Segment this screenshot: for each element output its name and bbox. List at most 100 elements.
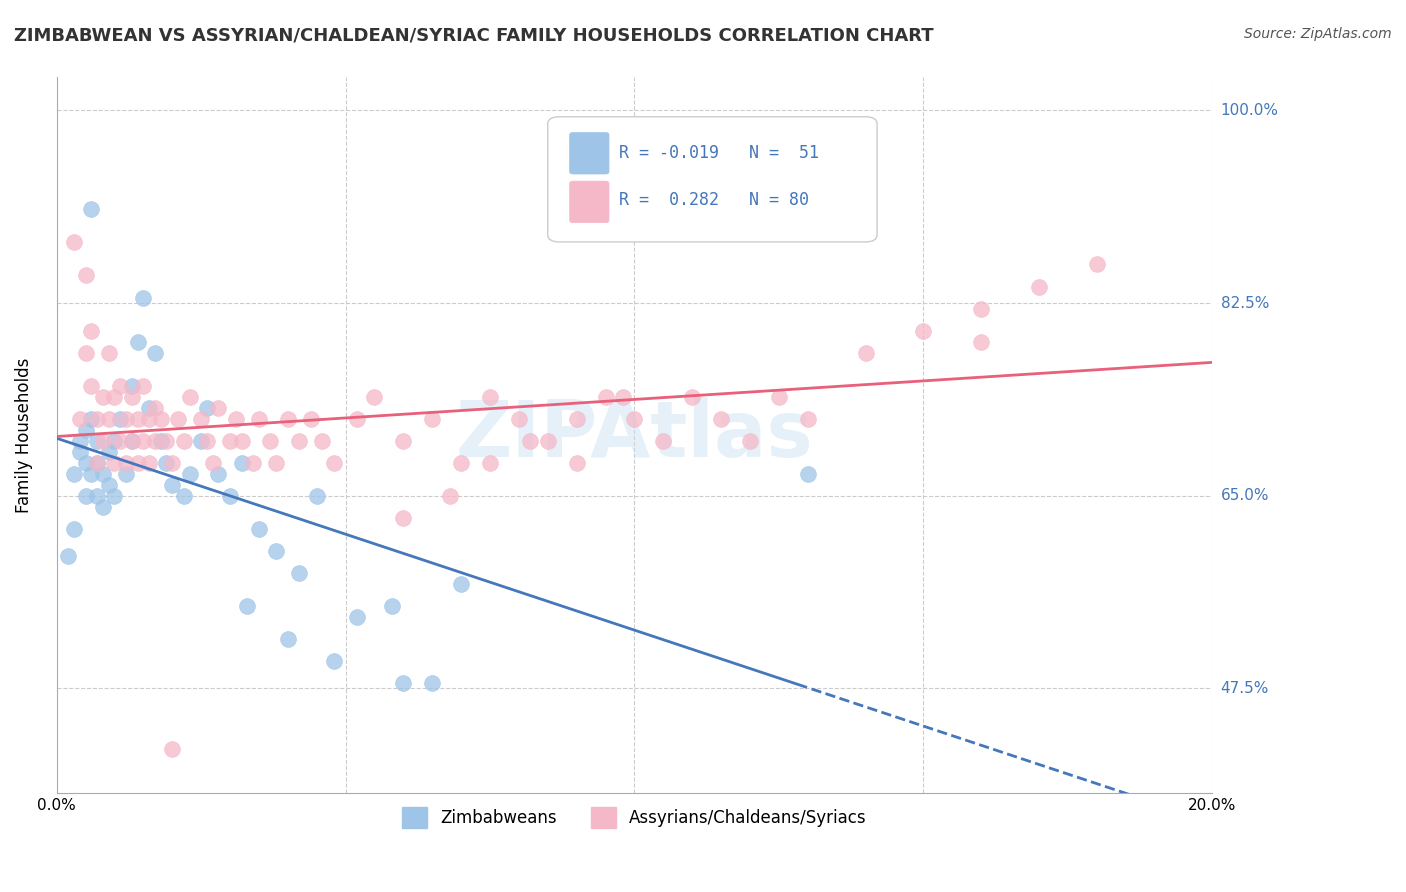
- Point: [247, 411, 270, 425]
- Point: [75, 268, 97, 283]
- Point: [796, 467, 818, 481]
- Point: [450, 456, 472, 470]
- Point: [160, 456, 183, 470]
- Point: [97, 477, 120, 491]
- Point: [323, 654, 346, 668]
- Point: [508, 411, 530, 425]
- Point: [97, 411, 120, 425]
- Point: [56, 549, 79, 563]
- Text: R = -0.019   N =  51: R = -0.019 N = 51: [620, 144, 820, 161]
- Point: [86, 489, 108, 503]
- Point: [69, 411, 91, 425]
- Point: [160, 477, 183, 491]
- Point: [103, 489, 125, 503]
- Text: ZIMBABWEAN VS ASSYRIAN/CHALDEAN/SYRIAC FAMILY HOUSEHOLDS CORRELATION CHART: ZIMBABWEAN VS ASSYRIAN/CHALDEAN/SYRIAC F…: [14, 27, 934, 45]
- Point: [264, 543, 287, 558]
- Point: [91, 467, 114, 481]
- Text: ZIPAtlas: ZIPAtlas: [456, 397, 813, 473]
- Point: [75, 456, 97, 470]
- Point: [478, 390, 501, 404]
- Point: [75, 345, 97, 359]
- Point: [855, 345, 877, 359]
- Point: [108, 378, 131, 392]
- Text: R =  0.282   N = 80: R = 0.282 N = 80: [620, 192, 810, 210]
- Point: [173, 434, 195, 448]
- Point: [738, 434, 761, 448]
- Point: [565, 411, 588, 425]
- Point: [236, 599, 259, 613]
- Point: [299, 411, 322, 425]
- Point: [138, 401, 160, 415]
- Point: [537, 434, 560, 448]
- Point: [565, 456, 588, 470]
- Point: [652, 434, 675, 448]
- Point: [247, 522, 270, 536]
- Point: [305, 489, 328, 503]
- Legend: Zimbabweans, Assyrians/Chaldeans/Syriacs: Zimbabweans, Assyrians/Chaldeans/Syriacs: [395, 801, 873, 834]
- Point: [75, 423, 97, 437]
- Point: [86, 411, 108, 425]
- Point: [103, 434, 125, 448]
- Point: [91, 390, 114, 404]
- Point: [103, 390, 125, 404]
- Point: [710, 411, 733, 425]
- Point: [519, 434, 541, 448]
- Text: 47.5%: 47.5%: [1220, 681, 1268, 696]
- Point: [195, 401, 218, 415]
- Point: [612, 390, 634, 404]
- Point: [288, 566, 311, 580]
- Point: [127, 411, 149, 425]
- Point: [190, 434, 212, 448]
- Point: [80, 467, 103, 481]
- Point: [970, 301, 993, 316]
- Point: [478, 456, 501, 470]
- Point: [259, 434, 281, 448]
- Point: [190, 411, 212, 425]
- Point: [420, 411, 443, 425]
- Point: [623, 411, 645, 425]
- Point: [80, 378, 103, 392]
- Point: [970, 334, 993, 349]
- Point: [121, 378, 143, 392]
- Point: [155, 434, 177, 448]
- FancyBboxPatch shape: [569, 133, 609, 174]
- Text: Source: ZipAtlas.com: Source: ZipAtlas.com: [1244, 27, 1392, 41]
- Point: [231, 456, 253, 470]
- Point: [143, 345, 166, 359]
- Point: [91, 434, 114, 448]
- Point: [912, 324, 935, 338]
- Point: [63, 235, 86, 250]
- Point: [392, 510, 415, 524]
- Point: [121, 434, 143, 448]
- Point: [242, 456, 264, 470]
- Point: [138, 456, 160, 470]
- Point: [207, 467, 229, 481]
- Point: [346, 411, 368, 425]
- Point: [346, 609, 368, 624]
- Point: [108, 411, 131, 425]
- Point: [450, 576, 472, 591]
- Point: [127, 334, 149, 349]
- Point: [1028, 279, 1050, 293]
- Point: [86, 456, 108, 470]
- Point: [115, 467, 138, 481]
- Point: [127, 456, 149, 470]
- Point: [103, 456, 125, 470]
- Point: [277, 411, 299, 425]
- Text: 82.5%: 82.5%: [1220, 295, 1268, 310]
- Point: [63, 522, 86, 536]
- Point: [392, 434, 415, 448]
- Point: [149, 411, 172, 425]
- Point: [115, 411, 138, 425]
- Point: [288, 434, 311, 448]
- Text: 100.0%: 100.0%: [1220, 103, 1278, 118]
- Point: [323, 456, 346, 470]
- Point: [86, 434, 108, 448]
- Point: [231, 434, 253, 448]
- Point: [121, 434, 143, 448]
- Point: [207, 401, 229, 415]
- Point: [195, 434, 218, 448]
- Point: [97, 345, 120, 359]
- Point: [796, 411, 818, 425]
- Point: [681, 390, 703, 404]
